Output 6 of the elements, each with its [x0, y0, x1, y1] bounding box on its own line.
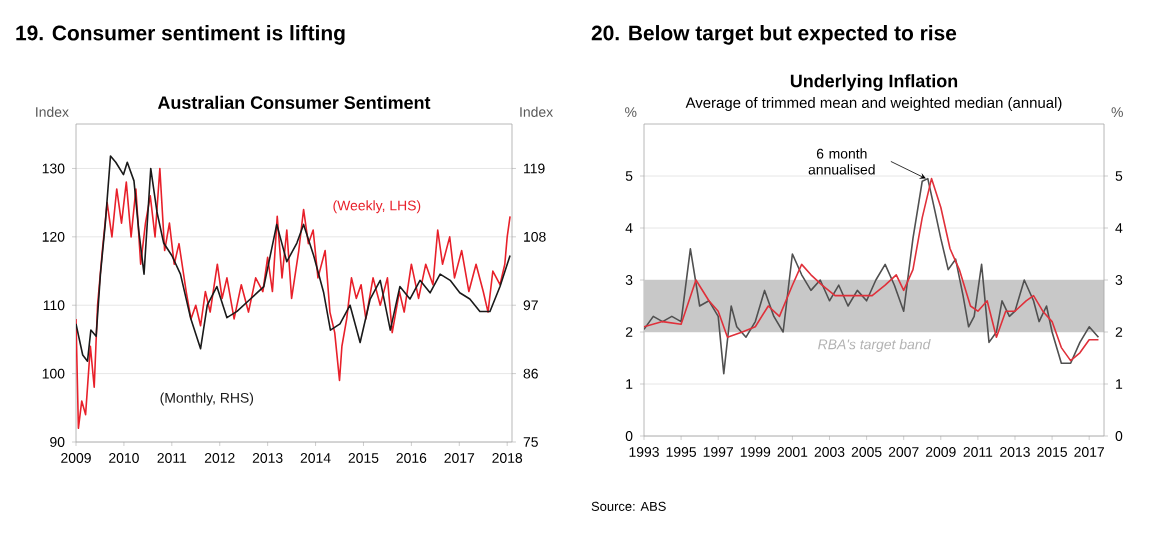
text: 20. Below target but expected to rise: [591, 25, 957, 45]
chart-title: Underlying Inflation: [790, 74, 958, 91]
text: 19. Consumer sentiment is lifting: [16, 25, 345, 45]
line-series: [76, 167, 511, 430]
line-series: [76, 155, 511, 362]
chart-title: Australian Consumer Sentiment: [157, 95, 431, 109]
